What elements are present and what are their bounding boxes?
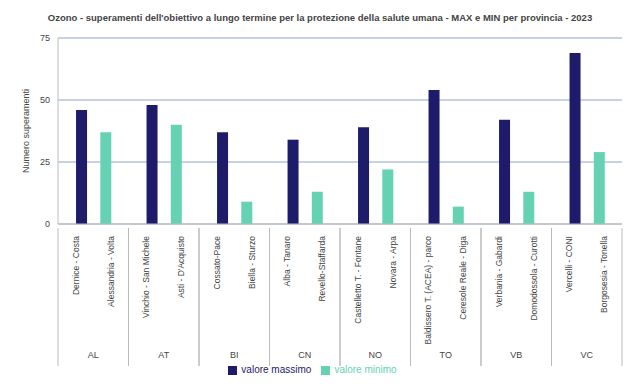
svg-text:Alba - Tanaro: Alba - Tanaro (282, 236, 292, 287)
svg-text:Biella - Sturzo: Biella - Sturzo (247, 236, 257, 289)
svg-text:VB: VB (510, 350, 522, 360)
svg-text:Dernice - Costa: Dernice - Costa (71, 236, 81, 295)
svg-text:75: 75 (40, 33, 50, 43)
svg-text:Novara - Arpa: Novara - Arpa (388, 236, 398, 289)
svg-text:CN: CN (298, 350, 311, 360)
html-text:valore minimo: valore minimo (334, 364, 397, 375)
svg-text:Verbania - Gabardi: Verbania - Gabardi (494, 236, 504, 307)
svg-text:Numero superamenti: Numero superamenti (21, 89, 31, 173)
svg-text:50: 50 (40, 95, 50, 105)
svg-text:Asti - D'Acquisto: Asti - D'Acquisto (176, 236, 186, 298)
svg-text:Ceresole Reale - Diga: Ceresole Reale - Diga (458, 236, 468, 320)
svg-text:AT: AT (158, 350, 169, 360)
svg-text:Borgosesia - Tonella: Borgosesia - Tonella (599, 236, 609, 313)
svg-text:NO: NO (369, 350, 383, 360)
html-text:valore massimo: valore massimo (241, 364, 312, 375)
svg-text:Vercelli - CONI: Vercelli - CONI (564, 236, 574, 292)
svg-text:25: 25 (40, 157, 50, 167)
svg-text:BI: BI (230, 350, 239, 360)
svg-text:Domodossola - Curotti: Domodossola - Curotti (529, 236, 539, 321)
svg-text:AL: AL (88, 350, 99, 360)
svg-text:Alessandria - Volta: Alessandria - Volta (106, 236, 116, 307)
svg-text:Revello-Staffarda: Revello-Staffarda (317, 236, 327, 302)
svg-text:Baldissero T. (ACEA) - parco: Baldissero T. (ACEA) - parco (423, 236, 433, 345)
svg-text:TO: TO (440, 350, 452, 360)
svg-text:Castelletto T. - Fontane: Castelletto T. - Fontane (353, 236, 363, 324)
svg-text:VC: VC (580, 350, 593, 360)
svg-text:0: 0 (45, 219, 50, 229)
html-text:Ozono - superamenti dell'obiet: Ozono - superamenti dell'obiettivo a lun… (47, 12, 593, 23)
svg-text:Cossato-Pace: Cossato-Pace (212, 236, 222, 290)
svg-text:Vinchio - San Michele: Vinchio - San Michele (141, 236, 151, 318)
